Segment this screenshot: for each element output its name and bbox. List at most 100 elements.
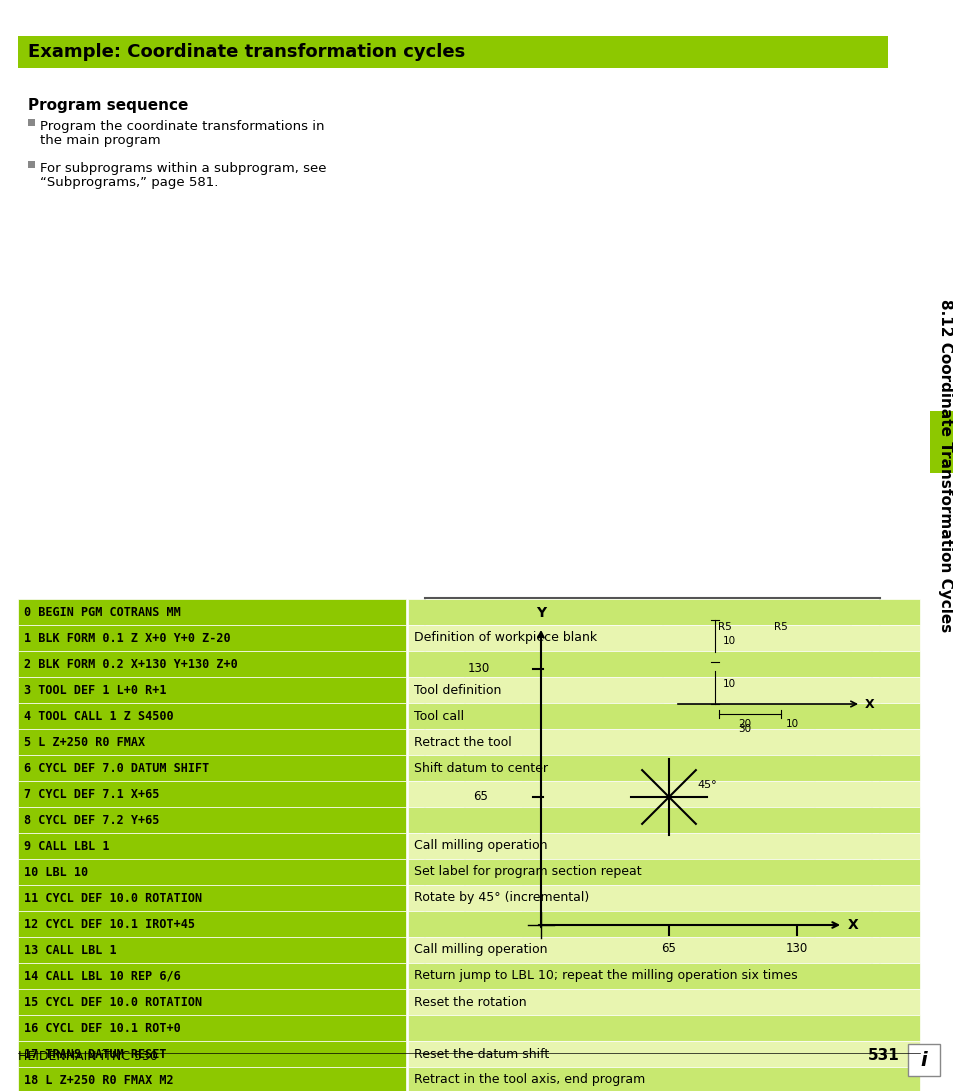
Bar xyxy=(424,598,879,983)
Text: Call milling operation: Call milling operation xyxy=(414,839,547,852)
Bar xyxy=(18,729,406,755)
Bar xyxy=(929,411,953,473)
Ellipse shape xyxy=(642,800,665,823)
Text: 6 CYCL DEF 7.0 DATUM SHIFT: 6 CYCL DEF 7.0 DATUM SHIFT xyxy=(24,762,209,775)
Text: Retract in the tool axis, end program: Retract in the tool axis, end program xyxy=(414,1074,644,1087)
Ellipse shape xyxy=(642,771,665,794)
Bar xyxy=(408,1041,919,1067)
Text: 10 LBL 10: 10 LBL 10 xyxy=(24,865,88,878)
Text: 20: 20 xyxy=(738,719,751,729)
Bar xyxy=(18,834,406,859)
Text: R5: R5 xyxy=(718,622,731,632)
Bar xyxy=(28,119,35,125)
Bar xyxy=(18,885,406,911)
Bar xyxy=(18,859,406,885)
Text: “Subprograms,” page 581.: “Subprograms,” page 581. xyxy=(40,176,218,189)
Ellipse shape xyxy=(662,762,675,792)
Bar xyxy=(907,1044,939,1076)
Text: 10: 10 xyxy=(722,679,736,690)
Text: Program sequence: Program sequence xyxy=(28,98,188,113)
Bar xyxy=(18,807,406,834)
Bar xyxy=(522,688,814,943)
Text: 65: 65 xyxy=(660,942,676,955)
Text: 130: 130 xyxy=(468,662,490,675)
Text: For subprograms within a subprogram, see: For subprograms within a subprogram, see xyxy=(40,161,326,175)
Bar xyxy=(464,635,871,966)
Ellipse shape xyxy=(662,802,675,832)
Bar xyxy=(408,990,919,1015)
Bar xyxy=(18,1015,406,1041)
Circle shape xyxy=(537,922,543,928)
Text: 0 BEGIN PGM COTRANS MM: 0 BEGIN PGM COTRANS MM xyxy=(24,606,180,619)
Bar xyxy=(408,599,919,625)
Bar xyxy=(18,678,406,703)
Text: 8.12 Coordinate Transformation Cycles: 8.12 Coordinate Transformation Cycles xyxy=(938,299,952,632)
Text: 1 BLK FORM 0.1 Z X+0 Y+0 Z-20: 1 BLK FORM 0.1 Z X+0 Y+0 Z-20 xyxy=(24,632,231,645)
Bar xyxy=(408,1067,919,1091)
Text: Example: Coordinate transformation cycles: Example: Coordinate transformation cycle… xyxy=(28,43,465,61)
Text: Call milling operation: Call milling operation xyxy=(414,944,547,957)
Text: 16 CYCL DEF 10.1 ROT+0: 16 CYCL DEF 10.1 ROT+0 xyxy=(24,1021,180,1034)
Text: Definition of workpiece blank: Definition of workpiece blank xyxy=(414,632,597,645)
Text: 17 TRANS DATUM RESET: 17 TRANS DATUM RESET xyxy=(24,1047,167,1060)
Text: 2 BLK FORM 0.2 X+130 Y+130 Z+0: 2 BLK FORM 0.2 X+130 Y+130 Z+0 xyxy=(24,658,237,671)
Text: X: X xyxy=(847,918,858,932)
Text: 18 L Z+250 R0 FMAX M2: 18 L Z+250 R0 FMAX M2 xyxy=(24,1074,173,1087)
Text: i: i xyxy=(920,1051,926,1069)
Text: Retract the tool: Retract the tool xyxy=(414,735,511,748)
Bar xyxy=(408,755,919,781)
Bar xyxy=(18,990,406,1015)
Text: 65: 65 xyxy=(473,791,487,803)
Bar xyxy=(408,678,919,703)
Bar xyxy=(408,729,919,755)
Bar xyxy=(408,781,919,807)
Bar xyxy=(408,807,919,834)
Text: Tool definition: Tool definition xyxy=(414,683,501,696)
Text: Set label for program section repeat: Set label for program section repeat xyxy=(414,865,641,878)
Bar xyxy=(408,625,919,651)
Text: 4 TOOL CALL 1 Z S4500: 4 TOOL CALL 1 Z S4500 xyxy=(24,709,173,722)
Text: Tool call: Tool call xyxy=(414,709,464,722)
Bar xyxy=(18,703,406,729)
Text: 531: 531 xyxy=(867,1048,899,1063)
Text: 15 CYCL DEF 10.0 ROTATION: 15 CYCL DEF 10.0 ROTATION xyxy=(24,995,202,1008)
Bar xyxy=(408,834,919,859)
Bar xyxy=(18,599,406,625)
Bar xyxy=(18,1041,406,1067)
Text: 9 CALL LBL 1: 9 CALL LBL 1 xyxy=(24,839,110,852)
Bar xyxy=(408,1015,919,1041)
Text: the main program: the main program xyxy=(40,134,160,147)
Bar xyxy=(18,963,406,990)
Bar xyxy=(18,1067,406,1091)
Text: Reset the datum shift: Reset the datum shift xyxy=(414,1047,549,1060)
Text: 10: 10 xyxy=(784,719,798,729)
Text: 3 TOOL DEF 1 L+0 R+1: 3 TOOL DEF 1 L+0 R+1 xyxy=(24,683,167,696)
Bar xyxy=(408,963,919,990)
Bar xyxy=(408,911,919,937)
Ellipse shape xyxy=(673,791,703,803)
Circle shape xyxy=(533,918,548,933)
Ellipse shape xyxy=(671,771,694,794)
Text: Y: Y xyxy=(536,606,545,620)
Bar xyxy=(408,859,919,885)
Text: 11 CYCL DEF 10.0 ROTATION: 11 CYCL DEF 10.0 ROTATION xyxy=(24,891,202,904)
Ellipse shape xyxy=(671,800,694,823)
Bar xyxy=(18,625,406,651)
Bar xyxy=(408,885,919,911)
Text: Rotate by 45° (incremental): Rotate by 45° (incremental) xyxy=(414,891,589,904)
Text: 130: 130 xyxy=(785,942,807,955)
Bar xyxy=(408,703,919,729)
Text: 14 CALL LBL 10 REP 6/6: 14 CALL LBL 10 REP 6/6 xyxy=(24,970,180,983)
Ellipse shape xyxy=(727,654,771,671)
Bar xyxy=(662,614,850,726)
Bar xyxy=(18,911,406,937)
Ellipse shape xyxy=(634,791,663,803)
Text: HEIDENHAIN iTNC 530: HEIDENHAIN iTNC 530 xyxy=(18,1050,157,1063)
Text: 8 CYCL DEF 7.2 Y+65: 8 CYCL DEF 7.2 Y+65 xyxy=(24,814,159,827)
Text: R5: R5 xyxy=(773,622,787,632)
Text: 30: 30 xyxy=(738,724,751,734)
Text: 12 CYCL DEF 10.1 IROT+45: 12 CYCL DEF 10.1 IROT+45 xyxy=(24,918,194,931)
Text: 45°: 45° xyxy=(697,780,716,790)
Bar xyxy=(18,937,406,963)
Bar xyxy=(18,651,406,678)
